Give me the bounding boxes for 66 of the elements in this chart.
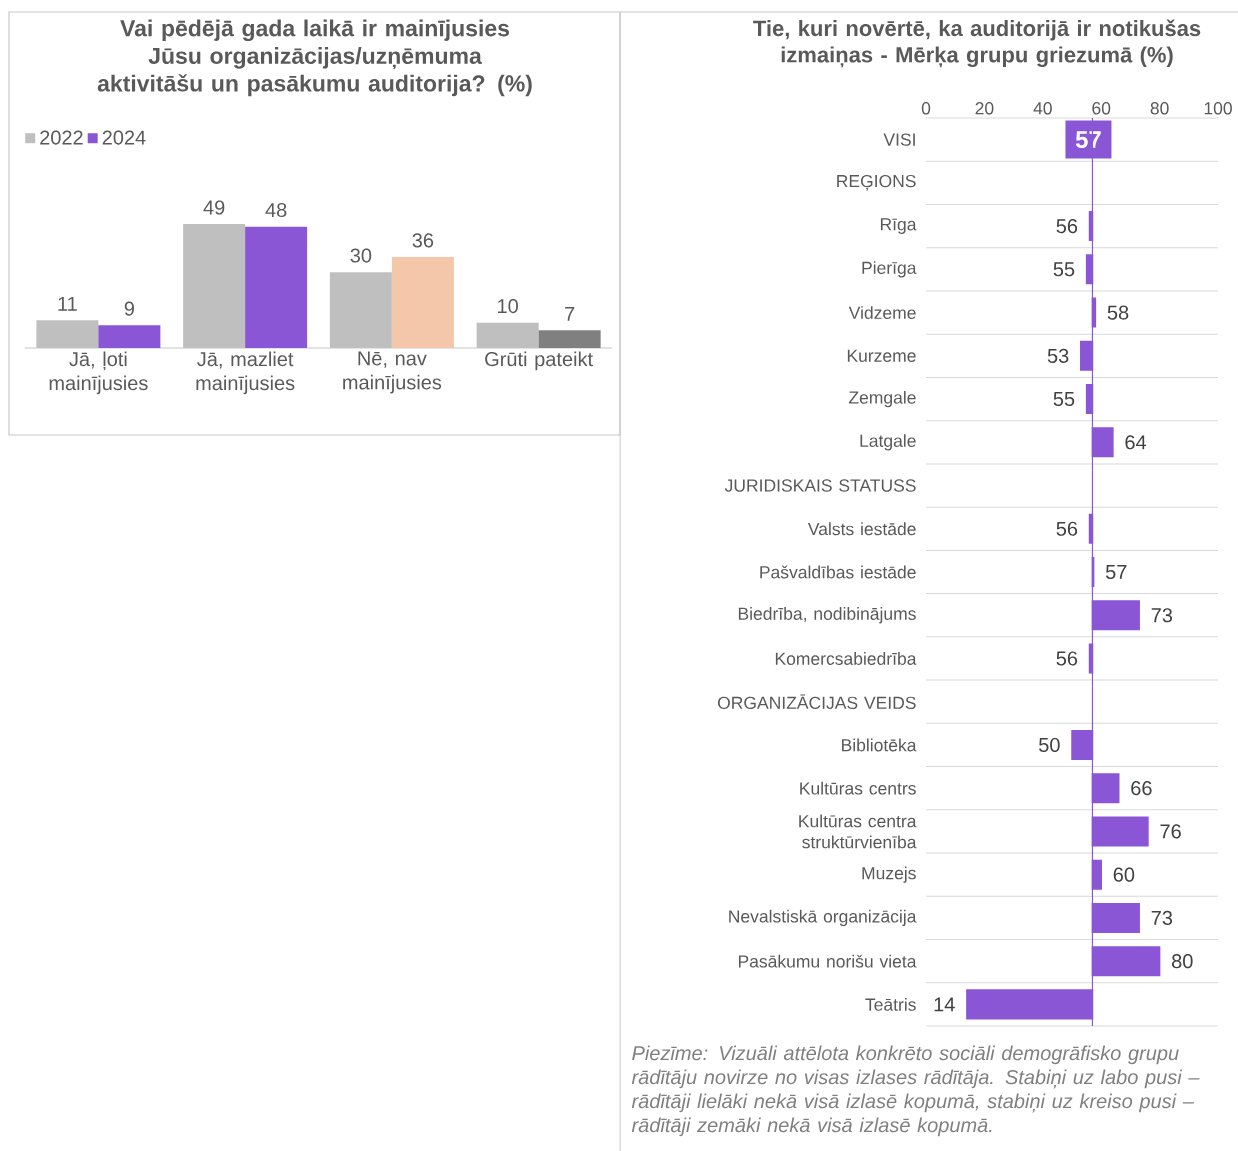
data-label: 66 xyxy=(1131,781,1152,796)
data-label: 56 xyxy=(1056,651,1078,666)
y-tick-label: Rīga xyxy=(880,218,917,234)
y-tick-label: Kultūras centrs xyxy=(800,781,916,795)
data-label: 58 xyxy=(1107,305,1129,320)
y-tick-label: Pasākumu norišu vieta xyxy=(738,954,917,968)
text: Piezīme: Vizuāli attēlota konkrēto sociāli demogrāfisko grupu rādītāju novirze no visas izlases rādītāja. Stabiņi uz labo pusi – rādītāji lielāki nekā visā izlasē kopumā, stabiņi uz kreiso pusi – rādītāji zemāki nekā visā izlasē kopumā. xyxy=(631,1045,1200,1137)
data-label: 50 xyxy=(1039,737,1060,753)
x-tick-label: 60 xyxy=(1092,102,1111,115)
data-label: 14 xyxy=(934,997,955,1012)
y-tick-label: Valsts iestāde xyxy=(807,522,916,536)
y-tick-label: Komercsabiedrība xyxy=(775,652,917,665)
bar xyxy=(98,325,161,348)
data-label: 56 xyxy=(1056,521,1078,536)
data-label: 56 xyxy=(1056,219,1078,234)
x-tick-label: Jā, mazliet mainījusies xyxy=(196,351,295,395)
x-tick-label: 0 xyxy=(921,102,931,115)
data-label: 48 xyxy=(265,202,287,218)
y-tick-label: Pašvaldības iestāde xyxy=(760,565,916,579)
y-tick-label: Nevalstiskā organizācija xyxy=(729,909,917,927)
data-label: 10 xyxy=(498,299,518,314)
y-tick-label: Zemgale xyxy=(848,390,916,408)
data-label: 9 xyxy=(124,301,134,316)
x-tick-label: Nē, nav mainījusies xyxy=(343,351,442,394)
y-tick-label: Biedrība, nodibinājums xyxy=(738,607,916,624)
data-label: 57 xyxy=(1105,565,1127,579)
data-label: 64 xyxy=(1125,435,1147,450)
data-label: 36 xyxy=(412,233,434,248)
y-tick-label: Pierīga xyxy=(862,261,917,278)
y-tick-label: Kurzeme xyxy=(847,349,916,362)
data-label: 55 xyxy=(1053,262,1075,277)
data-label: 53 xyxy=(1047,348,1069,363)
y-tick-label: Latgale xyxy=(860,434,916,451)
x-tick-label: Grūti pateikt xyxy=(485,351,593,371)
y-tick-label: REĢIONS xyxy=(837,174,916,191)
x-tick-label: 80 xyxy=(1150,102,1169,115)
y-tick-label: Muzejs xyxy=(862,866,916,883)
legend-label: 2024 xyxy=(102,130,146,145)
y-tick-label: Teātris xyxy=(865,997,916,1011)
data-label: 80 xyxy=(1172,954,1193,969)
data-label: 73 xyxy=(1151,910,1173,925)
chart-title: Tie, kuri novērtē, ka auditorijā ir notikušas izmaiņas - Mērķa grupu griezumā (%) xyxy=(753,19,1201,68)
bar xyxy=(538,330,601,348)
y-tick-label: JURIDISKAIS STATUSS xyxy=(724,479,916,492)
data-label: 11 xyxy=(58,296,77,311)
x-tick-label: Jā, ļoti mainījusies xyxy=(49,351,148,395)
y-tick-label: Kultūras centra struktūrvienība xyxy=(799,814,917,849)
y-tick-label: Vidzeme xyxy=(848,306,916,319)
data-label: 60 xyxy=(1113,867,1135,882)
x-tick-label: 20 xyxy=(975,102,994,115)
y-tick-label: ORGANIZĀCIJAS VEIDS xyxy=(717,694,916,710)
data-label: 76 xyxy=(1160,824,1181,839)
data-label: 7 xyxy=(565,307,575,321)
legend-label: 2022 xyxy=(40,130,83,145)
data-label: 55 xyxy=(1053,392,1075,407)
bar xyxy=(245,226,308,348)
data-label: 73 xyxy=(1151,608,1173,623)
y-tick-label: Bibliotēka xyxy=(842,738,917,752)
y-tick-label: VISI xyxy=(883,133,915,146)
text: 57 xyxy=(1075,131,1101,148)
x-tick-label: 40 xyxy=(1033,102,1052,115)
data-label: 49 xyxy=(203,200,225,215)
bar xyxy=(391,256,454,348)
chart-title: Vai pēdējā gada laikā ir mainījusies Jūsu organizācijas/uzņēmuma aktivitāšu un pasākumu auditorija? (%) xyxy=(97,19,532,97)
x-tick-label: 100 xyxy=(1204,102,1232,115)
data-label: 30 xyxy=(350,248,372,263)
